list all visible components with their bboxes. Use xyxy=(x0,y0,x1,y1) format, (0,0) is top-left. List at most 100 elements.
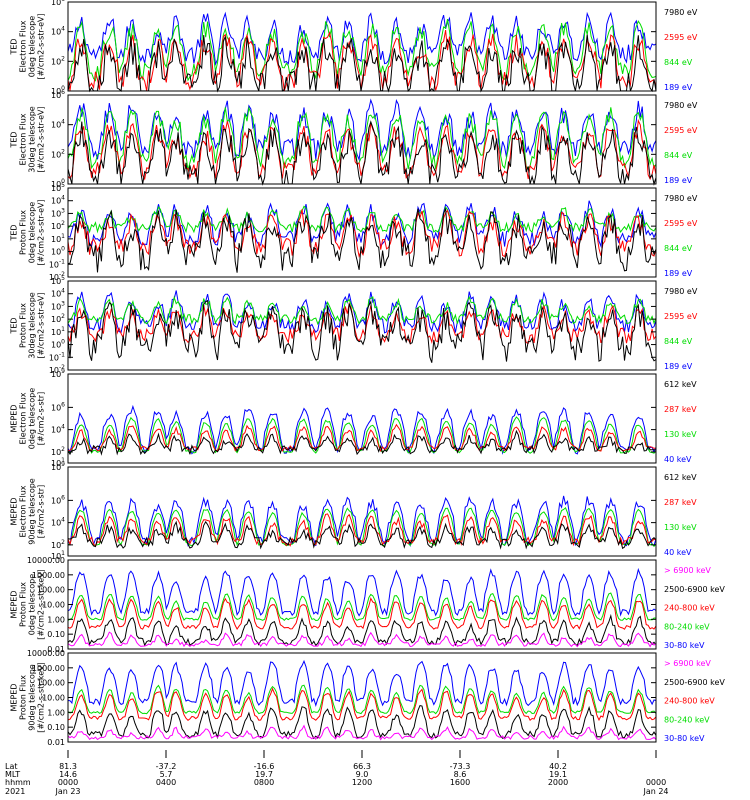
panel-frame xyxy=(67,187,657,278)
y-axis-label: MEPED xyxy=(10,591,19,619)
panel-frame xyxy=(67,652,657,743)
series-line-2 xyxy=(67,705,657,740)
y-axis-label: MEPED xyxy=(10,405,19,433)
legend-entry: 612 keV xyxy=(664,473,697,482)
y-tick-label: 1000.00 xyxy=(32,664,65,673)
y-tick-label: 106 xyxy=(51,0,65,7)
y-tick-label: 100.00 xyxy=(37,586,65,595)
y-axis-label: 0deg telescope xyxy=(28,388,37,449)
y-tick-label: 109 xyxy=(51,461,65,472)
legend-entry: 844 eV xyxy=(664,244,693,253)
series-line-3 xyxy=(67,205,657,234)
y-axis-label: Electron Flux xyxy=(19,20,28,72)
y-tick-label: 10000.00 xyxy=(27,649,65,658)
y-axis-label: 0deg telescope xyxy=(28,574,37,635)
legend-entry: > 6900 keV xyxy=(664,566,711,575)
y-tick-label: 10-1 xyxy=(49,351,65,362)
y-tick-label: 109 xyxy=(51,368,65,379)
y-tick-label: 0.01 xyxy=(47,738,65,747)
legend-entry: 189 eV xyxy=(664,362,693,371)
y-tick-label: 103 xyxy=(51,207,65,218)
y-tick-label: 106 xyxy=(51,494,65,505)
legend-entry: 7980 eV xyxy=(664,8,698,17)
y-tick-label: 102 xyxy=(51,446,65,457)
y-tick-label: 1000.00 xyxy=(32,571,65,580)
y-tick-label: 104 xyxy=(51,288,65,299)
legend-entry: 2595 eV xyxy=(664,219,698,228)
legend-entry: 189 eV xyxy=(664,176,693,185)
y-tick-label: 102 xyxy=(51,148,65,159)
x-row-label: 2021 xyxy=(5,787,25,796)
y-tick-label: 10.00 xyxy=(42,694,65,703)
series-line-4 xyxy=(67,592,657,622)
y-tick-label: 106 xyxy=(51,89,65,100)
legend-entry: 40 keV xyxy=(664,455,692,464)
x-tick-mlt: 5.7 xyxy=(160,770,173,779)
x-tick-time: 2000 xyxy=(548,778,568,787)
legend-entry: 287 keV xyxy=(664,405,697,414)
y-tick-label: 10000.00 xyxy=(27,556,65,565)
legend-entry: 2595 eV xyxy=(664,312,698,321)
x-tick-mlt: 8.6 xyxy=(454,770,467,779)
series-line-4 xyxy=(67,684,657,715)
series-line-3 xyxy=(67,105,657,171)
y-tick-label: 102 xyxy=(51,220,65,231)
legend-entry: 612 keV xyxy=(664,380,697,389)
series-line-3 xyxy=(67,597,657,630)
legend-entry: 7980 eV xyxy=(664,287,698,296)
series-line-1 xyxy=(67,299,657,363)
y-axis-label: TED xyxy=(10,224,19,241)
y-tick-label: 102 xyxy=(51,313,65,324)
y-axis-label: TED xyxy=(10,317,19,334)
y-tick-label: 104 xyxy=(51,26,65,37)
y-tick-label: 104 xyxy=(51,424,65,435)
y-tick-label: 106 xyxy=(51,401,65,412)
y-tick-label: 102 xyxy=(51,539,65,550)
legend-entry: 40 keV xyxy=(664,548,692,557)
y-axis-label: TED xyxy=(10,38,19,55)
y-axis-label: [#/cm2-s-str-eV] xyxy=(37,13,46,79)
y-tick-label: 100 xyxy=(51,339,65,350)
y-axis-label: Electron Flux xyxy=(19,485,28,537)
x-tick-mlt: 9.0 xyxy=(356,770,369,779)
y-axis-label: TED xyxy=(10,131,19,148)
series-line-1 xyxy=(67,631,657,648)
legend-entry: 844 eV xyxy=(664,151,693,160)
series-line-2 xyxy=(67,118,657,181)
panel-frame xyxy=(67,94,657,185)
series-line-2 xyxy=(67,301,657,346)
legend-entry: 130 keV xyxy=(664,523,697,532)
legend-entry: > 6900 keV xyxy=(664,659,711,668)
series-line-4 xyxy=(67,404,657,455)
y-axis-label: [#/cm2-s-str-keV] xyxy=(37,569,46,640)
series-line-1 xyxy=(67,520,657,550)
legend-entry: 80-240 keV xyxy=(664,622,710,631)
legend-entry: 2595 eV xyxy=(664,33,698,42)
series-line-4 xyxy=(67,495,657,548)
series-line-5 xyxy=(67,659,657,708)
y-axis-label: [#/cm2-s-str-keV] xyxy=(37,662,46,733)
x-tick-time: 0400 xyxy=(156,778,176,787)
panel-frame xyxy=(67,373,657,464)
x-tick-mlt: 14.6 xyxy=(59,770,77,779)
y-axis-label: Proton Flux xyxy=(19,675,28,720)
y-tick-label: 104 xyxy=(51,195,65,206)
y-axis-label: Proton Flux xyxy=(19,210,28,255)
x-tick-time: 0000 xyxy=(646,778,666,787)
y-tick-label: 101 xyxy=(51,326,65,337)
y-axis-label: 90deg telescope xyxy=(28,478,37,545)
x-row-label: hhmm xyxy=(5,778,31,787)
y-tick-label: 10.00 xyxy=(42,601,65,610)
y-axis-label: [#/cm2-s-str] xyxy=(37,485,46,538)
y-axis-label: [#/cm2-s-str] xyxy=(37,392,46,445)
series-line-2 xyxy=(67,613,657,647)
legend-entry: 189 eV xyxy=(664,83,693,92)
series-line-1 xyxy=(67,208,657,273)
y-tick-label: 0.01 xyxy=(47,645,65,654)
legend-entry: 7980 eV xyxy=(664,101,698,110)
y-tick-label: 100.00 xyxy=(37,679,65,688)
